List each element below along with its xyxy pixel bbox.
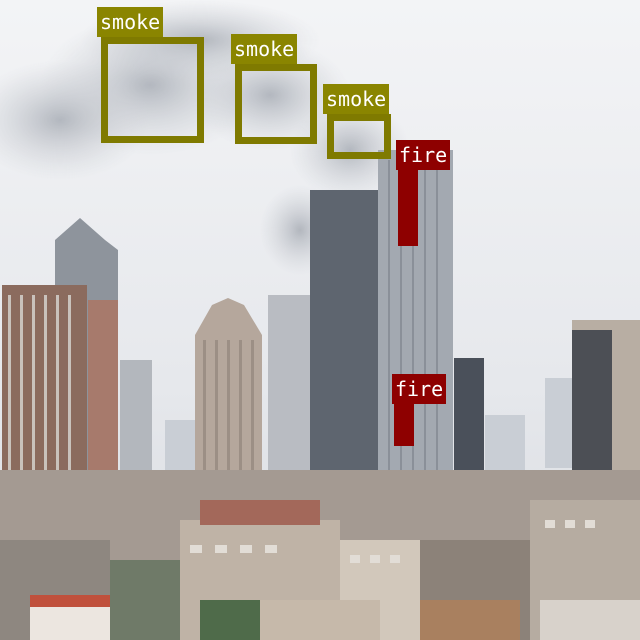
fire-detection-box-1: fire: [396, 140, 451, 246]
smoke-detection-box-3: smoke: [323, 84, 391, 159]
tower-dark: [310, 190, 385, 500]
fire-bounding-box: [398, 170, 418, 246]
low-rise-city: [0, 470, 640, 640]
fire-bounding-box: [394, 404, 414, 446]
smoke-bounding-box: [235, 64, 317, 144]
tower-light: [268, 295, 313, 480]
fire-label: fire: [392, 374, 447, 404]
smoke-bounding-box: [101, 37, 204, 143]
tower-small-dark: [454, 358, 484, 478]
smoke-label: smoke: [231, 34, 298, 64]
fire-label: fire: [396, 140, 451, 170]
smoke-detection-box-2: smoke: [231, 34, 317, 144]
smoke-bounding-box: [327, 114, 391, 159]
pointed-tower: [195, 298, 262, 480]
smoke-label: smoke: [323, 84, 390, 114]
smoke-label: smoke: [97, 7, 164, 37]
fire-detection-box-2: fire: [392, 374, 447, 446]
smoke-detection-box-1: smoke: [97, 7, 204, 143]
